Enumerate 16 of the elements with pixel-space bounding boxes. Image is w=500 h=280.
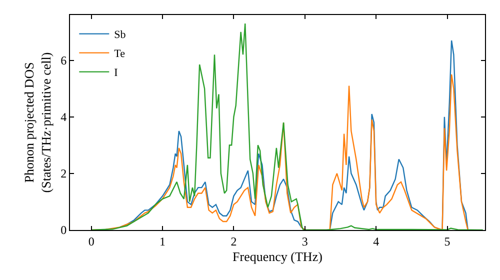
y-tick-label: 6 xyxy=(60,53,67,68)
x-tick-label: 3 xyxy=(302,234,308,248)
line-series xyxy=(90,22,484,230)
y-axis-title: Phonon projected DOS (States/THz·primitive cell) xyxy=(22,52,54,193)
x-tick-label: 1 xyxy=(160,234,166,248)
legend-label: Te xyxy=(114,48,126,60)
x-tick-label: 2 xyxy=(230,234,237,248)
x-tick-label: 0 xyxy=(88,234,94,248)
legend-label: I xyxy=(114,67,118,80)
legend-label: Sb xyxy=(114,29,126,42)
x-axis-title: Frequency (THz) xyxy=(232,249,322,264)
x-tick-label: 5 xyxy=(444,234,450,248)
y-tick-label: 2 xyxy=(60,166,67,181)
y-tick-label: 4 xyxy=(60,110,67,124)
x-tick-label: 4 xyxy=(373,234,380,248)
y-tick-label: 0 xyxy=(60,223,67,238)
